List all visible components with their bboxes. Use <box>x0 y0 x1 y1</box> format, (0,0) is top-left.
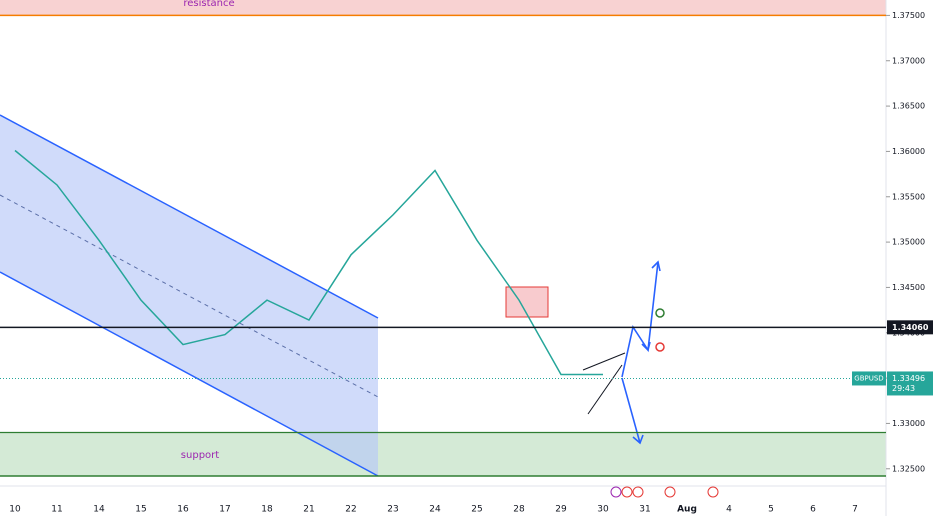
price-line <box>14 149 603 376</box>
symbol-label: GBPUSD <box>854 374 883 382</box>
x-tick-label: 29 <box>555 505 567 515</box>
y-tick-label: 1.37000 <box>892 56 925 65</box>
channel-bottom <box>0 271 379 477</box>
x-tick-label: 28 <box>513 505 525 515</box>
red-marker <box>655 342 665 352</box>
y-tick-label: 1.35000 <box>892 238 925 247</box>
x-tick-label: 23 <box>387 505 398 515</box>
wedge-bottom <box>587 364 623 415</box>
y-tick-label: 1.35500 <box>892 192 925 201</box>
zone <box>0 0 886 16</box>
y-tick-label: 1.36000 <box>892 147 925 156</box>
symbol-tag <box>852 371 886 386</box>
zone-label: resistance <box>183 0 234 9</box>
x-tick-label: 14 <box>93 505 105 515</box>
x-tick-label: 10 <box>9 505 21 515</box>
level-tag <box>887 320 933 335</box>
x-tick-label: 6 <box>810 505 816 515</box>
x-tick-label: 4 <box>726 505 732 515</box>
x-tick-label: 17 <box>219 505 230 515</box>
x-tick-label: 5 <box>768 505 774 515</box>
scenario-arrows <box>621 260 661 445</box>
x-tick-label: 16 <box>177 505 189 515</box>
x-tick-label: 11 <box>51 505 62 515</box>
y-tick-label: 1.37500 <box>892 11 925 20</box>
x-tick-label: 24 <box>429 505 441 515</box>
zone-label: support <box>181 450 219 461</box>
y-tick-label: 1.32500 <box>892 464 925 473</box>
channel <box>0 115 378 476</box>
price-tag <box>887 371 933 396</box>
x-tick-label: Aug <box>677 505 697 515</box>
countdown: 29:43 <box>892 384 915 393</box>
y-tick-label: 1.33000 <box>892 419 925 428</box>
event-icons <box>610 486 719 498</box>
zone <box>0 432 886 477</box>
x-tick-label: 31 <box>639 505 650 515</box>
x-tick-label: 7 <box>852 505 858 515</box>
y-tick-label: 1.36500 <box>892 102 925 111</box>
channel-top <box>0 114 379 319</box>
x-tick-label: 25 <box>471 505 482 515</box>
x-tick-label: 18 <box>261 505 273 515</box>
x-tick-label: 30 <box>597 505 609 515</box>
x-tick-label: 15 <box>135 505 146 515</box>
wedge-top <box>582 352 626 371</box>
green-marker <box>655 308 665 318</box>
price-label: 1.33496 <box>892 374 925 383</box>
drawings <box>0 114 719 498</box>
y-tick-label: 1.34500 <box>892 283 925 292</box>
level-label: 1.34060 <box>892 323 929 332</box>
x-tick-label: 21 <box>303 505 314 515</box>
x-tick-label: 22 <box>345 505 356 515</box>
